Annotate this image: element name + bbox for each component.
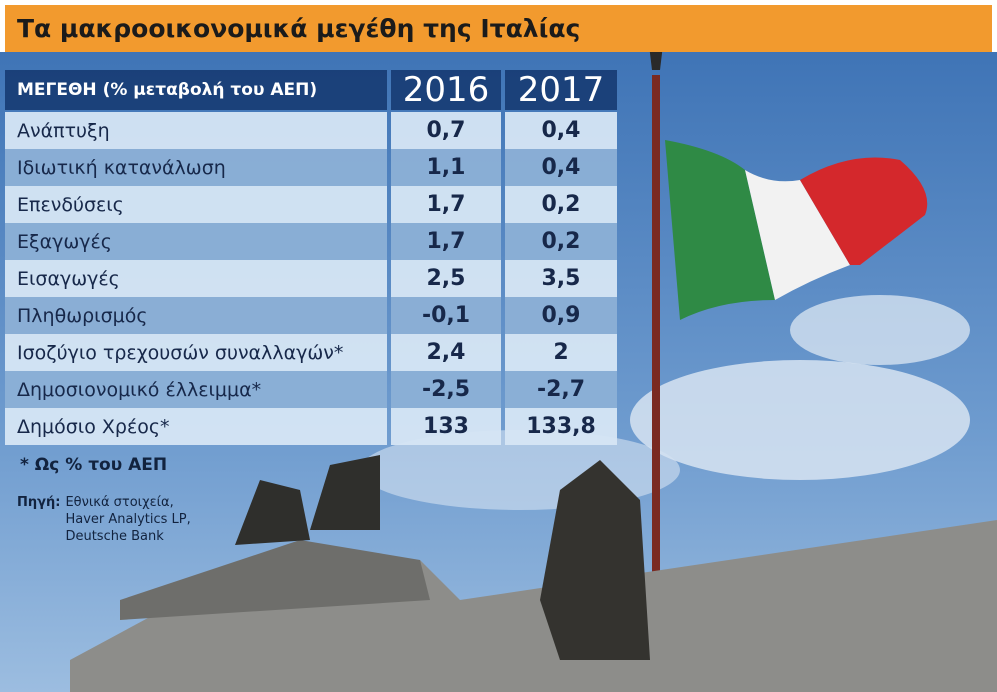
table-row: Πληθωρισμός -0,1 0,9 <box>5 297 617 334</box>
header-row: ΜΕΓΕΘΗ (% μεταβολή του ΑΕΠ) 2016 2017 <box>5 70 617 110</box>
label-cell: Δημοσιονομικό έλλειμμα* <box>5 371 387 408</box>
building <box>70 520 997 692</box>
table-row: Ανάπτυξη 0,7 0,4 <box>5 112 617 149</box>
value-cell: 1,7 <box>391 223 501 260</box>
table-row: Δημοσιονομικό έλλειμμα* -2,5 -2,7 <box>5 371 617 408</box>
value-cell: 1,1 <box>391 149 501 186</box>
flag-green <box>665 140 775 320</box>
flagpole <box>652 75 660 692</box>
equestrian-statue <box>540 460 650 660</box>
flag-red <box>800 157 928 265</box>
label-cell: Ιδιωτική κατανάλωση <box>5 149 387 186</box>
value-cell: 3,5 <box>505 260 617 297</box>
title: Τα μακροοικονομικά μεγέθη της Ιταλίας <box>5 5 992 52</box>
statues <box>235 455 380 545</box>
building-pediment <box>120 540 430 620</box>
value-cell: 0,2 <box>505 186 617 223</box>
source: Πηγή: Εθνικά στοιχεία, Haver Analytics LP… <box>17 494 191 545</box>
table-row: Εξαγωγές 1,7 0,2 <box>5 223 617 260</box>
label-cell: Ισοζύγιο τρεχουσών συναλλαγών* <box>5 334 387 371</box>
column-header: ΜΕΓΕΘΗ (% μεταβολή του ΑΕΠ) <box>5 70 387 110</box>
label-cell: Ανάπτυξη <box>5 112 387 149</box>
label-cell: Επενδύσεις <box>5 186 387 223</box>
source-line: Deutsche Bank <box>65 529 164 544</box>
source-lines: Εθνικά στοιχεία, Haver Analytics LP, Deuts… <box>65 494 190 545</box>
label-cell: Πληθωρισμός <box>5 297 387 334</box>
table-row: Επενδύσεις 1,7 0,2 <box>5 186 617 223</box>
source-line: Εθνικά στοιχεία, <box>65 495 174 510</box>
value-cell: 0,2 <box>505 223 617 260</box>
value-cell: -2,7 <box>505 371 617 408</box>
table-row: Δημόσιο Χρέος* 133 133,8 <box>5 408 617 445</box>
value-cell: 0,4 <box>505 149 617 186</box>
label-cell: Εξαγωγές <box>5 223 387 260</box>
value-cell: 133 <box>391 408 501 445</box>
source-line: Haver Analytics LP, <box>65 512 191 527</box>
value-cell: 0,9 <box>505 297 617 334</box>
table: ΜΕΓΕΘΗ (% μεταβολή του ΑΕΠ) 2016 2017 Ανάπτ… <box>5 70 617 445</box>
value-cell: -2,5 <box>391 371 501 408</box>
footnote: * Ως % του ΑΕΠ <box>20 455 168 475</box>
value-cell: 2,4 <box>391 334 501 371</box>
value-cell: 133,8 <box>505 408 617 445</box>
value-cell: 0,4 <box>505 112 617 149</box>
value-cell: 2 <box>505 334 617 371</box>
value-cell: -0,1 <box>391 297 501 334</box>
column-header: 2016 <box>391 70 501 110</box>
label-cell: Εισαγωγές <box>5 260 387 297</box>
column-header: 2017 <box>505 70 617 110</box>
source-label: Πηγή: <box>17 495 61 510</box>
table-row: Εισαγωγές 2,5 3,5 <box>5 260 617 297</box>
value-cell: 0,7 <box>391 112 501 149</box>
cloud <box>790 295 970 365</box>
table-row: Ιδιωτική κατανάλωση 1,1 0,4 <box>5 149 617 186</box>
value-cell: 2,5 <box>391 260 501 297</box>
flag-white <box>745 170 850 300</box>
value-cell: 1,7 <box>391 186 501 223</box>
cloud <box>630 360 970 480</box>
table-row: Ισοζύγιο τρεχουσών συναλλαγών* 2,4 2 <box>5 334 617 371</box>
label-cell: Δημόσιο Χρέος* <box>5 408 387 445</box>
